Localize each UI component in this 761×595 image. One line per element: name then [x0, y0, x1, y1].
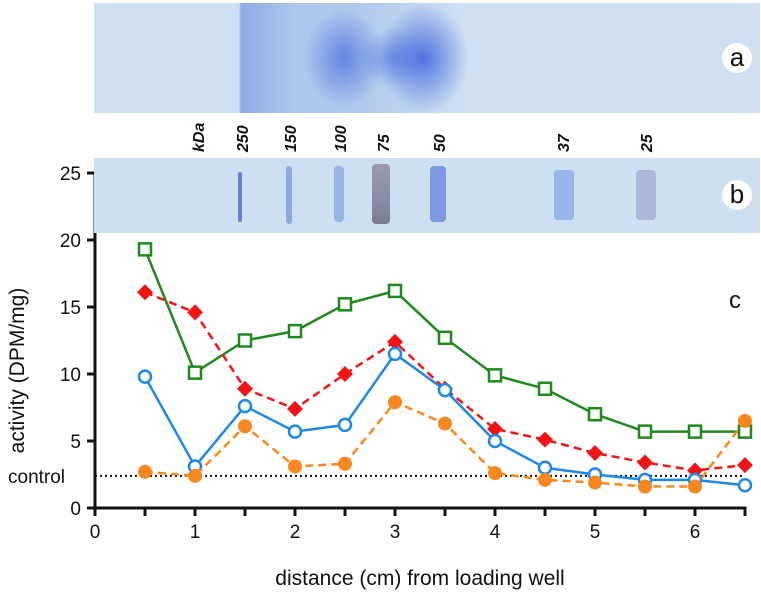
data-point-diamond	[387, 333, 403, 350]
gel-band	[636, 170, 656, 220]
data-point-circle	[137, 369, 153, 384]
data-point-square	[287, 323, 303, 339]
x-tick-label: 1	[190, 522, 201, 543]
series-4	[138, 395, 752, 494]
data-point-diamond	[237, 380, 253, 397]
data-point-circle	[237, 398, 253, 414]
data-point-square	[487, 368, 503, 383]
data-point-square	[587, 406, 603, 422]
control-label: control	[8, 467, 65, 488]
data-point-dot	[538, 472, 552, 487]
x-tick-label: 3	[390, 522, 401, 543]
gel-band	[286, 166, 292, 224]
series-2	[137, 284, 753, 479]
data-point-square	[337, 297, 353, 312]
gel-band	[334, 166, 344, 222]
y-tick-label: 25	[60, 164, 81, 185]
data-point-circle	[437, 382, 453, 398]
data-point-square	[537, 381, 553, 396]
data-point-square	[387, 283, 403, 299]
data-point-dot	[588, 475, 602, 490]
y-tick-label: 5	[70, 432, 81, 453]
x-tick-label: 4	[490, 522, 501, 543]
data-point-diamond	[337, 366, 353, 382]
data-point-diamond	[487, 420, 503, 437]
gel-band	[554, 170, 574, 220]
data-point-diamond	[137, 284, 153, 301]
data-point-dot	[438, 416, 452, 431]
data-point-dot	[288, 459, 302, 474]
data-point-dot	[488, 466, 502, 481]
data-point-dot	[138, 464, 152, 479]
data-point-square	[687, 424, 703, 439]
series-line	[144, 400, 746, 488]
gel-image-b: b	[94, 158, 760, 233]
data-point-square	[637, 424, 653, 439]
data-point-square	[137, 242, 153, 257]
data-point-dot	[338, 456, 352, 471]
x-tick-label: 6	[690, 522, 701, 543]
panel-label-b: b	[722, 180, 752, 210]
data-point-diamond	[287, 400, 303, 417]
data-point-dot	[238, 419, 252, 434]
y-tick-label: 15	[60, 298, 81, 319]
data-point-diamond	[587, 445, 603, 462]
data-point-circle	[287, 424, 303, 439]
y-axis-title: activity (DPM/mg)	[6, 288, 29, 454]
data-point-square	[237, 333, 253, 348]
data-point-circle	[737, 477, 753, 493]
data-point-circle	[537, 460, 553, 476]
data-point-diamond	[637, 454, 653, 471]
data-point-square	[437, 330, 453, 346]
data-point-dot	[388, 395, 402, 410]
gel-band	[238, 172, 242, 222]
data-point-dot	[738, 413, 752, 428]
data-point-dot	[688, 479, 702, 494]
data-point-diamond	[537, 431, 553, 448]
gel-image-a: a	[94, 3, 760, 113]
data-point-circle	[487, 433, 503, 449]
data-point-diamond	[737, 457, 753, 474]
y-tick-label: 20	[60, 231, 81, 252]
data-point-circle	[337, 417, 353, 433]
series-1	[137, 242, 753, 439]
x-tick-label: 5	[590, 522, 601, 543]
y-tick-label: 10	[60, 365, 81, 386]
x-tick-label: 2	[290, 522, 301, 543]
data-point-circle	[387, 346, 403, 362]
data-point-square	[187, 365, 203, 380]
gel-band	[372, 164, 390, 224]
data-point-diamond	[187, 304, 203, 321]
data-point-dot	[188, 468, 202, 483]
panel-label-a: a	[722, 43, 752, 73]
x-tick-label: 0	[90, 522, 101, 543]
data-point-dot	[638, 479, 652, 494]
y-tick-label: 0	[70, 499, 81, 520]
x-axis-title: distance (cm) from loading well	[275, 567, 564, 590]
panel-label-c: c	[729, 287, 741, 314]
gel-band	[430, 166, 446, 222]
